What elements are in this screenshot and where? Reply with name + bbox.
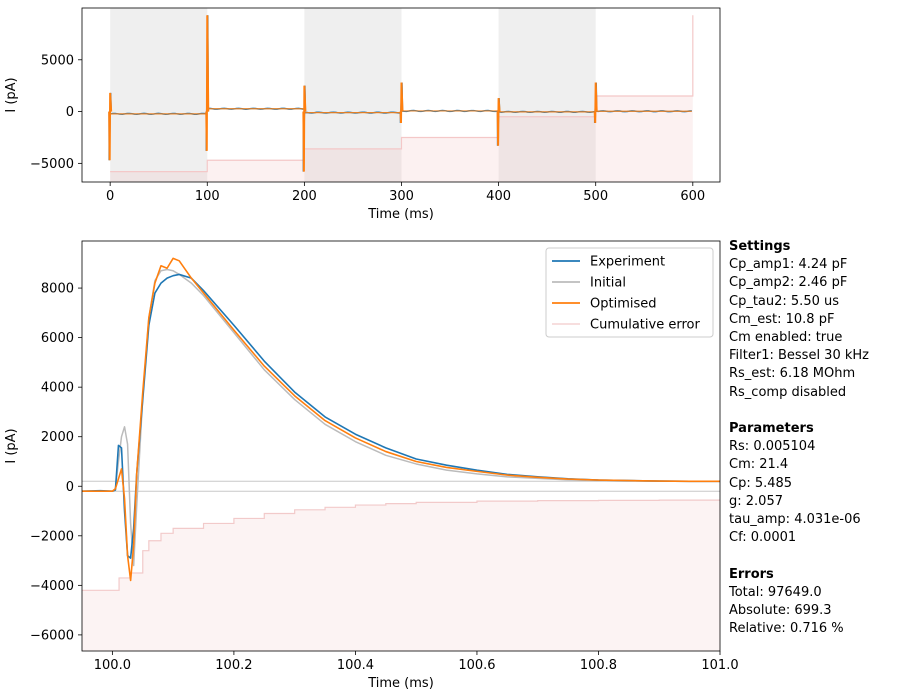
errors-section: Errors Total: 97649.0 Absolute: 699.3 Re… [729,566,897,639]
parameter-line: g: 2.057 [729,493,783,509]
x-tick-label: 500 [583,189,608,204]
optimised-transient [108,92,113,161]
axes-frame [81,7,721,183]
y-tick-label: −5000 [30,157,74,172]
y-tick-label: 2000 [41,430,74,445]
x-tick-label: 100.2 [215,658,252,673]
parameter-line: tau_amp: 4.031e-06 [729,512,861,528]
settings-line: Rs_comp disabled [729,384,847,400]
x-tick-label: 100.0 [94,658,131,673]
y-tick-label: 0 [66,105,74,120]
parameters-section: Parameters Rs: 0.005104 Cm: 21.4 Cp: 5.4… [729,420,897,547]
y-tick-label: 0 [66,480,74,495]
settings-line: Cp_amp1: 4.24 pF [729,257,848,273]
error-line: Absolute: 699.3 [729,603,832,619]
parameter-line: Rs: 0.005104 [729,439,816,455]
optimised-step-line [110,108,692,115]
error-line: Relative: 0.716 % [729,621,844,637]
settings-line: Rs_est: 6.18 MOhm [729,366,856,382]
settings-line: Cm_est: 10.8 pF [729,311,835,327]
settings-title: Settings [729,239,791,254]
cumulative-error-fill [110,15,693,182]
bottom-chart: 100.0 100.2 100.4 100.6 100.8 101.0 −6000 −4000… [4,240,739,691]
legend: Experiment Initial Optimised Cumulative err… [545,247,714,338]
settings-line: Cp_amp2: 2.46 pF [729,275,848,291]
optimised-transient [205,15,210,151]
plot-area [108,8,694,182]
x-tick-label: 400 [486,189,511,204]
parameters-title: Parameters [729,421,814,437]
y-tick-label: 6000 [41,331,74,346]
optimised-transient [302,85,307,172]
shaded-interval [304,8,402,182]
y-tick-label: 4000 [41,381,74,396]
info-panel: Settings Cp_amp1: 4.24 pF Cp_amp2: 2.46 … [729,238,897,657]
x-tick-label: 100.8 [580,658,617,673]
x-axis-label: Time (ms) [367,676,434,691]
cumulative-error-line [82,499,720,591]
x-tick-label: 600 [680,189,705,204]
parameter-line: Cp: 5.485 [729,475,793,491]
y-axis-label: I (pA) [4,77,19,112]
axes-frame [81,240,721,652]
shaded-interval [110,8,208,182]
y-tick-label: 8000 [41,282,74,297]
optimised-transient [399,82,404,124]
y-tick-label: −2000 [30,529,74,544]
cumulative-error-fill [82,499,720,651]
x-tick-label: 100 [195,189,220,204]
plot-area [82,257,720,651]
y-tick-label: −6000 [30,628,74,643]
error-line: Total: 97649.0 [729,584,822,600]
settings-section: Settings Cp_amp1: 4.24 pF Cp_amp2: 2.46 … [729,238,897,402]
x-tick-label: 200 [292,189,317,204]
settings-line: Cp_tau2: 5.50 us [729,293,840,309]
y-tick-label: −4000 [30,579,74,594]
settings-line: Cm enabled: true [729,330,843,346]
optimised-transient [593,82,598,124]
initial-line [82,268,720,567]
parameter-line: Cm: 21.4 [729,457,789,473]
x-tick-label: 100.4 [337,658,374,673]
x-axis-label: Time (ms) [367,207,434,222]
legend-frame [545,247,714,338]
top-chart: 0 100 200 300 400 500 600 −5000 0 5000 Time (ms) I … [4,7,721,222]
y-axis-label: I (pA) [4,428,19,463]
x-tick-label: 0 [106,189,114,204]
legend-label: Initial [590,276,626,291]
x-tick-label: 300 [389,189,414,204]
axes: 0 100 200 300 400 500 600 −5000 0 5000 Time (ms) I … [4,7,721,222]
x-tick-label: 101.0 [701,658,738,673]
legend-label: Optimised [590,297,657,312]
errors-title: Errors [729,566,774,582]
legend-label: Experiment [590,255,665,270]
legend-label: Cumulative error [590,318,700,333]
axes: 100.0 100.2 100.4 100.6 100.8 101.0 −6000 −4000… [4,240,739,691]
optimised-transient [496,98,501,146]
optimised-line [82,257,720,582]
shaded-interval [498,8,596,182]
settings-line: Filter1: Bessel 30 kHz [729,348,869,364]
parameter-line: Cf: 0.0001 [729,530,797,546]
x-tick-label: 100.6 [458,658,495,673]
y-tick-label: 5000 [41,53,74,68]
